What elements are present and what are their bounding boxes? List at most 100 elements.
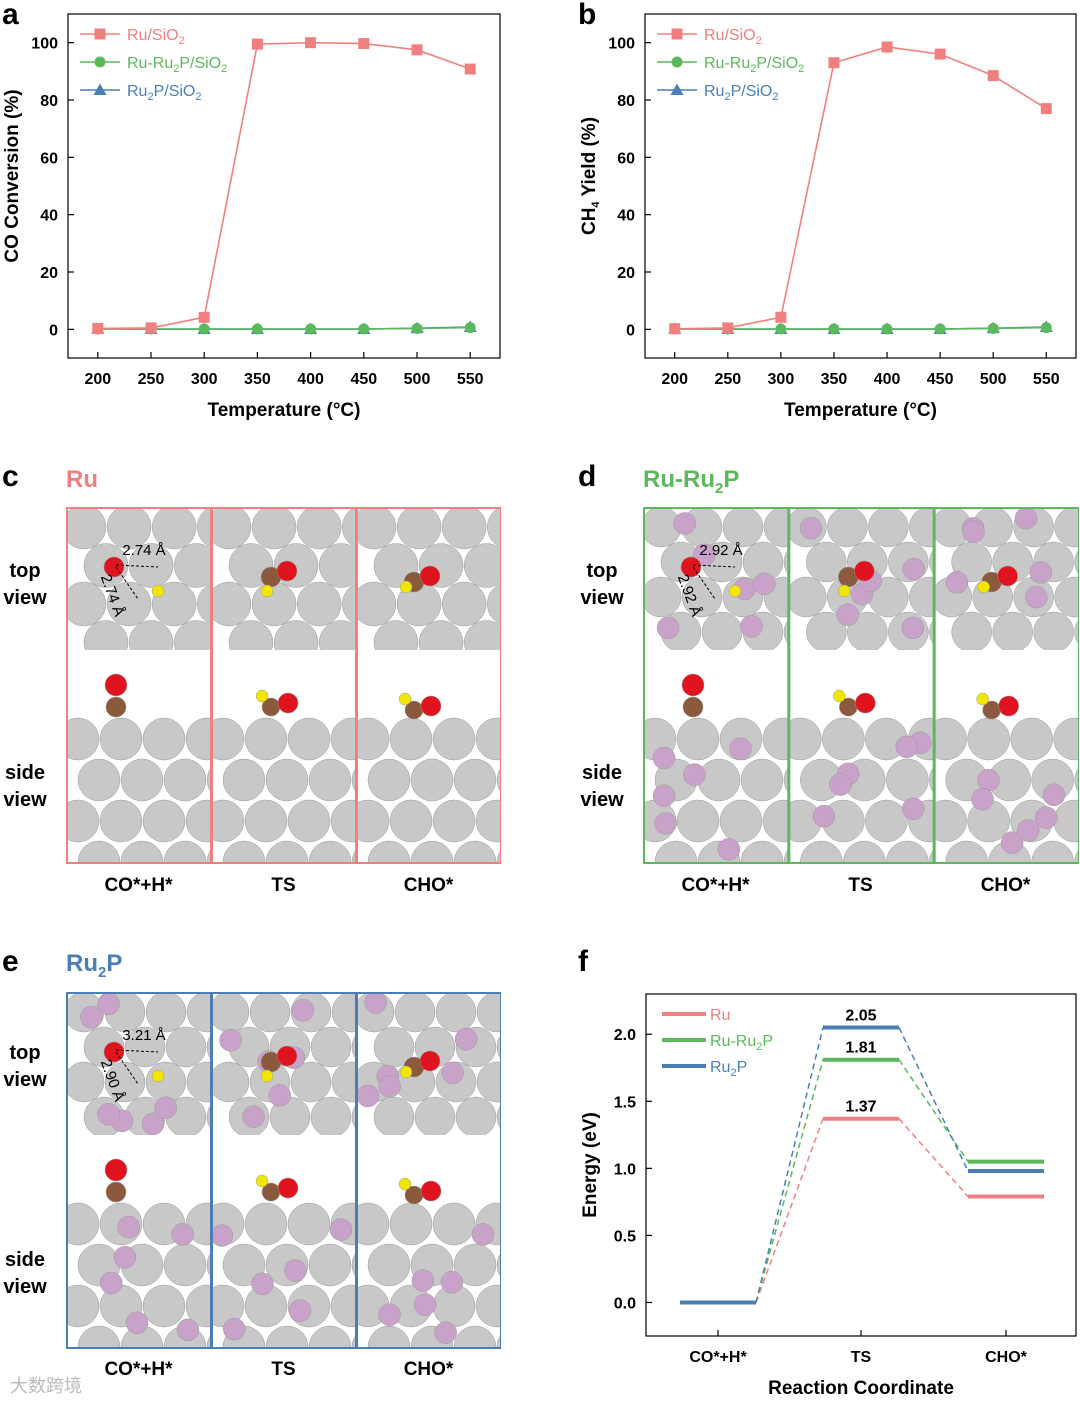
hydrogen-atom xyxy=(728,584,742,598)
ru-atom xyxy=(367,758,411,802)
ru-atom xyxy=(185,1284,211,1328)
ru-atom xyxy=(455,1096,497,1138)
data-point xyxy=(775,323,787,335)
ru-atom xyxy=(356,1202,390,1246)
p-atom xyxy=(284,1259,307,1282)
data-point xyxy=(251,323,263,335)
ru-atom xyxy=(800,840,843,864)
hydrogen-atom xyxy=(260,1069,274,1083)
ru-atom xyxy=(487,507,501,548)
ru-atom xyxy=(222,840,266,864)
subscript-part: 2 xyxy=(173,63,179,75)
hydrogen-atom xyxy=(399,1065,413,1079)
ru-atom xyxy=(414,1096,456,1138)
ru-atom xyxy=(389,799,433,843)
cell-frame xyxy=(788,507,935,864)
ru-atom xyxy=(211,717,245,761)
p-atom xyxy=(440,1271,464,1294)
y-axis-label: CO Conversion (%) xyxy=(2,89,23,262)
p-atom xyxy=(901,797,925,820)
y-tick-label: 100 xyxy=(608,36,635,53)
data-point xyxy=(411,44,423,56)
ru-atom xyxy=(1053,717,1079,761)
ru-atom xyxy=(475,717,501,761)
x-axis-label: Reaction Coordinate xyxy=(768,1378,954,1399)
legend-label: Ru2P xyxy=(710,1059,747,1079)
p-atom xyxy=(378,1303,401,1326)
x-tick-label: 400 xyxy=(297,371,324,388)
ru-atom xyxy=(783,766,789,794)
ru-atom xyxy=(373,1096,415,1138)
stage-label-d-3: CHO* xyxy=(980,875,1031,896)
ru-atom xyxy=(951,611,992,653)
text-part: Ru xyxy=(127,83,147,100)
ru-atom xyxy=(308,758,352,802)
ru-atom xyxy=(367,840,411,864)
legend-label: Ru/SiO2 xyxy=(704,27,762,47)
series-line xyxy=(674,326,1047,330)
ru-atom xyxy=(432,717,476,761)
series-line xyxy=(97,326,471,330)
carbon-atom xyxy=(105,696,127,718)
ru-atom xyxy=(886,758,929,802)
ru-atom xyxy=(762,799,789,843)
legend-marker xyxy=(671,28,683,40)
panel-letter-a: a xyxy=(2,0,19,31)
legend-marker xyxy=(93,83,107,95)
ru-atom xyxy=(822,717,865,761)
p-atom xyxy=(413,1293,437,1316)
ru-atom xyxy=(211,1284,245,1328)
ru-atom xyxy=(1031,840,1074,864)
y-tick-label: 100 xyxy=(31,36,58,53)
p-atom xyxy=(945,571,969,594)
connector-line xyxy=(898,1059,969,1163)
legend-label: Ru xyxy=(710,1007,730,1024)
p-atom xyxy=(219,1028,242,1052)
stage-label-c-1: CO*+H* xyxy=(104,875,173,896)
text-part: Ru-Ru xyxy=(704,55,750,72)
legend-marker xyxy=(94,28,106,40)
ru-atom xyxy=(806,541,847,583)
cell-1 xyxy=(211,992,356,1349)
ru-atom xyxy=(106,581,152,627)
panel-e-title: Ru2P xyxy=(66,950,122,981)
panel-letter-e: e xyxy=(2,945,19,978)
p-atom xyxy=(1014,507,1038,530)
p-atom xyxy=(171,1223,194,1246)
text-part: Ru xyxy=(704,83,724,100)
p-atom xyxy=(268,1084,291,1107)
cell-frame xyxy=(356,992,501,1349)
p-atom xyxy=(799,516,823,540)
text-part: Ru-Ru xyxy=(127,55,173,72)
stage-label-c-3: CHO* xyxy=(403,875,454,896)
cell-1 xyxy=(211,507,356,864)
ru-atom xyxy=(151,507,197,550)
series-line xyxy=(97,41,471,330)
data-point xyxy=(251,38,263,50)
ru-atom xyxy=(287,799,331,843)
ru-atom xyxy=(356,717,390,761)
x-tick-label: 250 xyxy=(138,371,165,388)
ru-atom xyxy=(77,1325,121,1349)
p-atom xyxy=(364,992,387,1014)
data-point xyxy=(305,323,317,335)
ru-atom xyxy=(308,1243,352,1287)
p-atom xyxy=(971,787,994,811)
p-atom xyxy=(656,616,680,640)
hydrogen-atom xyxy=(255,1174,269,1188)
x-axis-label: Temperature (°C) xyxy=(208,400,361,421)
ru-atom xyxy=(909,576,934,618)
distance-label: 2.74 Å xyxy=(122,542,165,559)
ru-atom xyxy=(681,576,723,618)
p-atom xyxy=(454,1027,478,1051)
connector-line xyxy=(898,1118,969,1198)
hydrogen-atom xyxy=(833,689,846,703)
data-point xyxy=(669,323,681,335)
oxygen-atom xyxy=(277,692,299,714)
ru-atom xyxy=(331,992,356,1033)
data-point xyxy=(828,323,840,335)
watermark: 大数跨境 xyxy=(10,1376,82,1397)
x-tick-label: TS xyxy=(851,1349,872,1366)
oxygen-atom xyxy=(276,1045,298,1067)
ru-atom xyxy=(886,840,929,864)
